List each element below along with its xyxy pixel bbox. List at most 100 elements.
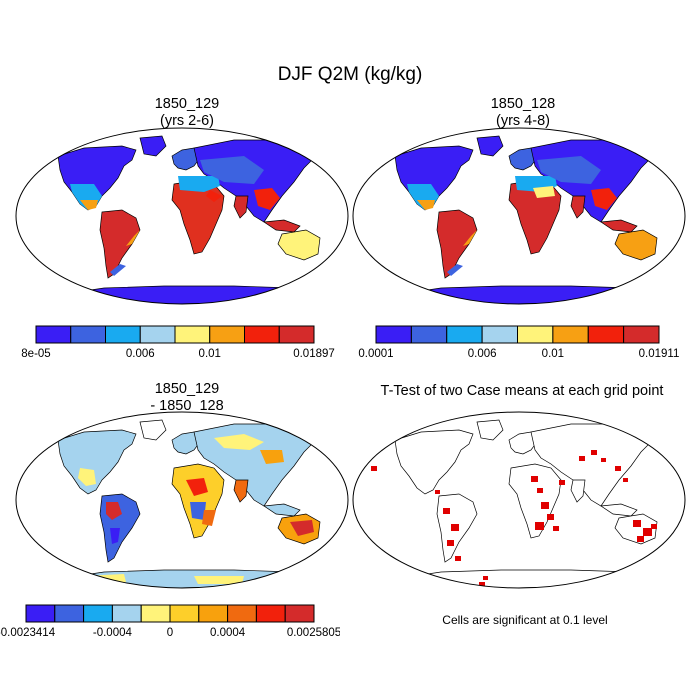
map1-greenland: [139, 135, 167, 157]
colorbar3-swatch: [54, 604, 85, 623]
map1-band: [254, 188, 280, 210]
map2-band: [463, 230, 477, 246]
map1-se-asia-islands: [262, 219, 301, 233]
map2-se-asia-islands: [599, 219, 638, 233]
significant-cell: [443, 508, 450, 514]
colorbar1-label: 0.01897: [293, 348, 335, 360]
significant-cell: [559, 480, 565, 485]
figure-title: DJF Q2M (kg/kg): [277, 64, 423, 85]
colorbar2-swatch: [481, 325, 518, 344]
significant-cell: [633, 520, 641, 527]
significant-cell: [541, 502, 549, 509]
map2-band: [591, 188, 617, 210]
colorbar2-label: 0.01911: [639, 348, 680, 360]
colorbar-panel1: 8e-05 0.006 0.01 0.01897: [21, 325, 335, 360]
map3-band: [78, 468, 96, 486]
significant-cell: [637, 536, 644, 542]
colorbar3-label: -0.0004: [93, 627, 133, 639]
colorbar2-swatch: [587, 325, 625, 344]
panel3-title: 1850_129 - 1850_128: [47, 381, 327, 415]
map4-north-america: [394, 429, 474, 495]
map2-outline: [352, 127, 686, 305]
colorbar1-swatch: [174, 325, 211, 344]
map1-band: [80, 200, 98, 210]
colorbar1-swatch: [35, 325, 72, 344]
significant-cell: [579, 456, 585, 461]
significant-cell: [591, 450, 597, 455]
map3-band: [106, 502, 122, 520]
colorbar3-label: -0.0023414: [0, 627, 56, 639]
map4-outline: [352, 411, 686, 589]
map3-outline: [15, 411, 349, 589]
significance-note: Cells are significant at 0.1 level: [442, 613, 608, 627]
significant-cell: [531, 476, 538, 482]
map3-india: [233, 479, 249, 503]
map2-india: [570, 195, 586, 219]
panel3-title-line2: - 1850_128: [150, 398, 224, 414]
map2-band: [537, 156, 601, 184]
colorbar1-swatch: [105, 325, 141, 344]
map2-band: [417, 200, 435, 210]
map3-band: [202, 510, 216, 526]
significant-cell: [451, 524, 459, 531]
map1-band: [178, 176, 220, 192]
map1-band: [200, 156, 264, 184]
map3-band: [186, 478, 208, 496]
significant-cell: [651, 524, 657, 529]
map2-greenland: [476, 135, 504, 157]
significant-cell: [455, 556, 461, 561]
colorbar3-swatch: [198, 604, 229, 623]
colorbar-panel3: -0.0023414 -0.0004 0 0.0004 0.0025805: [0, 604, 340, 639]
colorbar1-swatch: [278, 325, 315, 344]
colorbar3-swatch: [25, 604, 56, 623]
map1-band: [206, 190, 222, 202]
map4-se-asia-islands: [599, 503, 638, 517]
map2-band: [533, 186, 555, 198]
map1-europe: [171, 147, 201, 171]
significant-cell: [371, 466, 377, 471]
colorbar1-swatch: [70, 325, 106, 344]
panel1-title-line1: 1850_129: [154, 96, 220, 112]
colorbar2-swatch: [517, 325, 554, 344]
map4-greenland: [476, 419, 504, 441]
colorbar3-swatch: [83, 604, 113, 623]
panel1-title: 1850_129 (yrs 2-6): [47, 96, 327, 130]
map2-europe: [508, 147, 538, 171]
significant-cell: [535, 522, 544, 530]
significant-cell: [601, 458, 606, 462]
colorbar3-swatch: [227, 604, 257, 623]
colorbar2-swatch: [552, 325, 589, 344]
colorbar-panel2: 0.0001 0.006 0.01 0.01911: [358, 325, 680, 360]
colorbar1-label: 0.01: [199, 348, 221, 360]
map3-band: [194, 576, 244, 584]
panel2-title-line2: (yrs 4-8): [496, 113, 550, 129]
map1-band: [126, 230, 140, 246]
map3-band: [110, 528, 120, 544]
map1-india: [233, 195, 249, 219]
map-panel1: [15, 127, 349, 305]
colorbar1-label: 8e-05: [21, 348, 50, 360]
map3-band: [190, 502, 206, 520]
colorbar2-swatch: [623, 325, 660, 344]
significant-cell: [483, 576, 488, 580]
map3-band: [260, 450, 284, 464]
colorbar2-label: 0.01: [542, 348, 564, 360]
colorbar3-swatch: [169, 604, 200, 623]
panel2-title-line1: 1850_128: [490, 96, 556, 112]
map4-india: [570, 479, 586, 503]
map3-north-america: [57, 429, 137, 495]
map1-outline: [15, 127, 349, 305]
colorbar3-swatch: [255, 604, 286, 623]
colorbar1-label: 0.006: [126, 348, 155, 360]
significant-cell: [643, 528, 652, 536]
colorbar2-label: 0.006: [468, 348, 497, 360]
colorbar3-label: 0.0025805: [287, 627, 340, 639]
panel4-title: T-Test of two Case means at each grid po…: [352, 383, 692, 400]
significant-cell: [615, 466, 621, 471]
map4-europe: [508, 431, 538, 455]
map3-band: [290, 520, 314, 536]
significant-cell: [435, 490, 440, 494]
map4-australia: [614, 513, 658, 545]
panel1-title-line2: (yrs 2-6): [160, 113, 214, 129]
map2-band: [447, 264, 463, 276]
